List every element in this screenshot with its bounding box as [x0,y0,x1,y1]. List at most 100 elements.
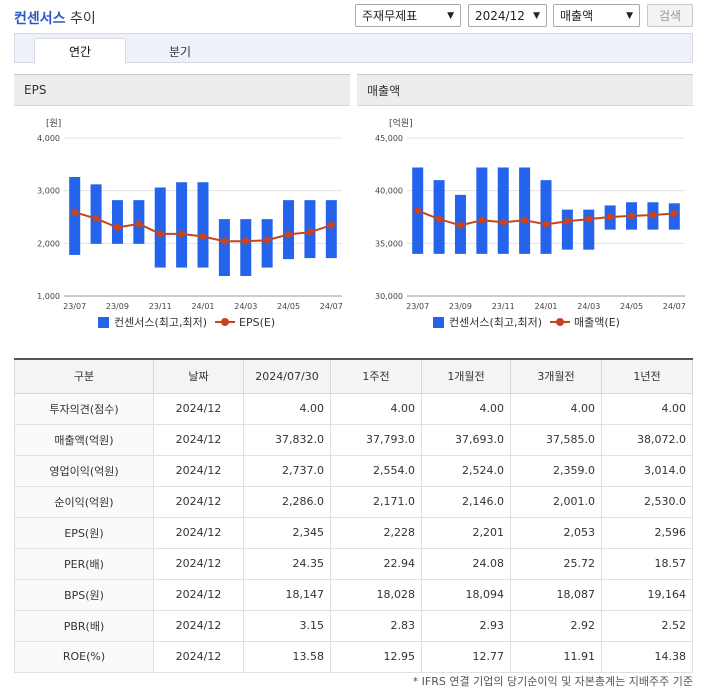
column-header: 1년전 [601,358,693,394]
x-tick-label: 24/07 [320,302,343,311]
column-header: 1개월전 [421,358,511,394]
table-cell: 2,530.0 [601,485,693,518]
table-cell: 2,053 [510,516,602,549]
row-label: PBR(배) [14,609,154,642]
table-cell: 3.15 [243,609,331,642]
x-tick-label: 23/07 [63,302,86,311]
y-tick-label: 1,000 [37,292,60,301]
statement-type-value: 주재무제표 [362,9,418,23]
x-tick-label: 23/11 [492,302,515,311]
consensus-range-bar [561,209,573,250]
consensus-range-bar [283,200,295,260]
x-tick-label: 23/09 [449,302,472,311]
tab-quarterly[interactable]: 분기 [168,44,192,59]
consensus-table: 구분 날짜 2024/07/30 1주전 1개월전 3개월전 1년전 투자의견(… [14,358,693,673]
table-row: PER(배) 2024/12 24.35 22.94 24.08 25.72 18.57 [14,547,693,580]
table-cell: 37,793.0 [330,423,422,456]
table-cell: 12.77 [421,640,511,673]
table-cell: 2,001.0 [510,485,602,518]
row-label: 순이익(억원) [14,485,154,518]
row-date: 2024/12 [153,485,244,518]
estimate-point [71,208,79,216]
table-cell: 18.57 [601,547,693,580]
estimate-point [263,236,271,244]
table-cell: 2,554.0 [330,454,422,487]
search-button[interactable]: 검색 [647,4,693,27]
chevron-down-icon: ▼ [626,10,633,21]
table-cell: 3,014.0 [601,454,693,487]
row-label: 투자의견(점수) [14,392,154,425]
period-select[interactable]: 2024/12 ▼ [468,4,547,27]
table-cell: 2.52 [601,609,693,642]
consensus-range-bar [497,167,509,254]
table-cell: 37,832.0 [243,423,331,456]
row-label: ROE(%) [14,640,154,673]
table-cell: 24.35 [243,547,331,580]
estimate-point [285,230,293,238]
estimate-point [135,220,143,228]
estimate-point [178,230,186,238]
consensus-range-bar [218,219,230,276]
x-tick-label: 23/11 [149,302,172,311]
estimate-point [542,220,550,228]
table-cell: 2,359.0 [510,454,602,487]
estimate-point [478,216,486,224]
y-axis-unit: [원] [46,118,61,129]
x-tick-label: 23/07 [406,302,429,311]
table-cell: 2,737.0 [243,454,331,487]
statement-type-select[interactable]: 주재무제표 ▼ [355,4,461,27]
consensus-range-bar [240,219,252,276]
line-legend-swatch [215,317,236,327]
x-tick-label: 24/03 [577,302,600,311]
row-date: 2024/12 [153,516,244,549]
revenue-chart-panel: 매출액 [억원] 45,000 40,000 35,000 30,000 23/07 23/… [357,74,693,334]
table-row: ROE(%) 2024/12 13.58 12.95 12.77 11.91 14.38 [14,640,693,673]
table-body: 투자의견(점수) 2024/12 4.00 4.00 4.00 4.00 4.00 매출액(억… [14,392,693,673]
row-date: 2024/12 [153,609,244,642]
row-date: 2024/12 [153,547,244,580]
bar-legend-label: 컨센서스(최고,최저) [114,316,208,329]
estimate-point [563,217,571,225]
y-tick-label: 30,000 [375,292,403,301]
table-cell: 2,201 [421,516,511,549]
table-cell: 4.00 [421,392,511,425]
table-cell: 37,693.0 [421,423,511,456]
metric-value: 매출액 [560,9,594,23]
y-axis-unit: [억원] [389,117,413,129]
column-header: 1주전 [330,358,422,394]
row-date: 2024/12 [153,423,244,456]
row-date: 2024/12 [153,454,244,487]
row-label: EPS(원) [14,516,154,549]
row-label: 영업이익(억원) [14,454,154,487]
table-cell: 18,028 [330,578,422,611]
table-cell: 13.58 [243,640,331,673]
table-cell: 37,585.0 [510,423,602,456]
row-label: 매출액(억원) [14,423,154,456]
table-cell: 2,286.0 [243,485,331,518]
table-cell: 25.72 [510,547,602,580]
table-cell: 14.38 [601,640,693,673]
estimate-point [156,230,164,238]
table-cell: 11.91 [510,640,602,673]
estimate-point [414,207,422,215]
estimate-point [92,215,100,223]
estimate-point [113,224,121,232]
table-cell: 2,524.0 [421,454,511,487]
estimate-point [649,211,657,219]
table-cell: 18,147 [243,578,331,611]
eps-panel-title: EPS [14,74,350,106]
estimate-point [456,221,464,229]
consensus-range-bar [476,167,488,254]
consensus-range-bar [197,182,209,268]
estimate-point [327,221,335,229]
consensus-range-bar [154,187,166,268]
table-cell: 19,164 [601,578,693,611]
consensus-range-bar [583,209,595,250]
metric-select[interactable]: 매출액 ▼ [553,4,640,27]
x-tick-label: 24/07 [663,302,686,311]
row-label: BPS(원) [14,578,154,611]
tab-annual[interactable]: 연간 [34,38,126,64]
table-cell: 2.93 [421,609,511,642]
line-legend-swatch [550,317,571,327]
